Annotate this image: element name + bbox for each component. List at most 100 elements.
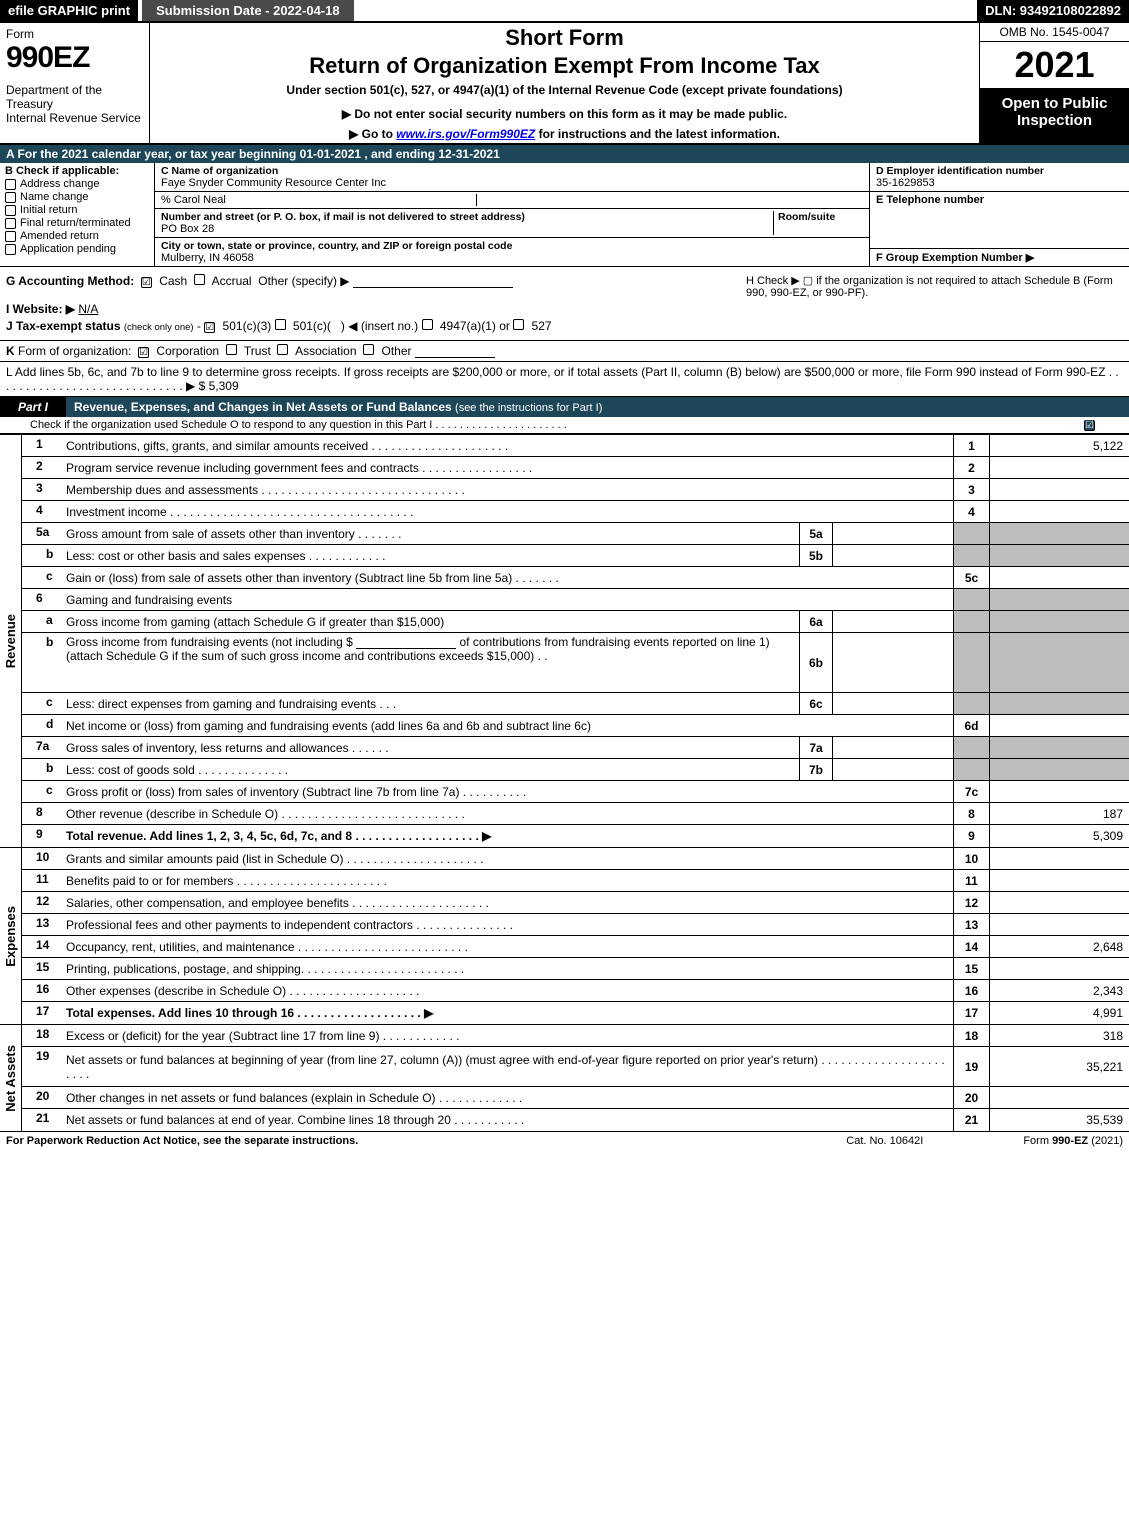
line-18: 18Excess or (deficit) for the year (Subt… <box>22 1025 1129 1047</box>
l-value: 5,309 <box>209 379 239 393</box>
part1-title: Revenue, Expenses, and Changes in Net As… <box>66 397 610 417</box>
checkbox-cash[interactable]: ☑ <box>141 277 152 288</box>
link-post: for instructions and the latest informat… <box>535 127 780 141</box>
section-c: C Name of organization Faye Snyder Commu… <box>155 163 869 266</box>
efile-label: efile GRAPHIC print <box>0 0 138 21</box>
part1-header: Part I Revenue, Expenses, and Changes in… <box>0 397 1129 417</box>
line-6: 6Gaming and fundraising events <box>22 589 1129 611</box>
check-initial-return[interactable]: Initial return <box>5 204 149 216</box>
checkbox-corporation[interactable]: ☑ <box>138 347 149 358</box>
checkbox-icon <box>5 218 16 229</box>
line-21: 21Net assets or fund balances at end of … <box>22 1109 1129 1131</box>
line-5c: cGain or (loss) from sale of assets othe… <box>22 567 1129 589</box>
expenses-section: Expenses 10Grants and similar amounts pa… <box>0 847 1129 1024</box>
c-name-label: C Name of organization <box>161 165 863 177</box>
section-e: E Telephone number <box>870 192 1129 249</box>
header-right: OMB No. 1545-0047 2021 Open to Public In… <box>979 23 1129 143</box>
link-pre: ▶ Go to <box>349 127 396 141</box>
line-6c: cLess: direct expenses from gaming and f… <box>22 693 1129 715</box>
check-amended-return[interactable]: Amended return <box>5 230 149 242</box>
checkbox-trust[interactable] <box>226 344 237 355</box>
line-14: 14Occupancy, rent, utilities, and mainte… <box>22 936 1129 958</box>
city-label: City or town, state or province, country… <box>161 240 863 252</box>
header-left: Form 990EZ Department of the Treasury In… <box>0 23 150 143</box>
omb-number: OMB No. 1545-0047 <box>980 23 1129 42</box>
city: Mulberry, IN 46058 <box>161 252 863 264</box>
section-j: J Tax-exempt status (check only one) - ☑… <box>6 319 552 333</box>
i-label: I Website: ▶ <box>6 302 75 316</box>
checkbox-4947[interactable] <box>422 319 433 330</box>
form-number: 990EZ <box>6 41 143 75</box>
line-19: 19Net assets or fund balances at beginni… <box>22 1047 1129 1087</box>
catalog-number: Cat. No. 10642I <box>846 1135 923 1147</box>
line-1: 1Contributions, gifts, grants, and simil… <box>22 435 1129 457</box>
other-org-blank[interactable] <box>415 345 495 358</box>
checkbox-icon <box>5 192 16 203</box>
fundraising-blank[interactable] <box>356 636 456 649</box>
check-final-return[interactable]: Final return/terminated <box>5 217 149 229</box>
section-l: L Add lines 5b, 6c, and 7b to line 9 to … <box>0 362 1129 397</box>
section-ghij: G Accounting Method: ☑ Cash Accrual Othe… <box>0 267 1129 341</box>
entity-grid: B Check if applicable: Address change Na… <box>0 163 1129 267</box>
checkbox-other[interactable] <box>363 344 374 355</box>
line-16: 16Other expenses (describe in Schedule O… <box>22 980 1129 1002</box>
section-b: B Check if applicable: Address change Na… <box>0 163 155 266</box>
other-blank[interactable] <box>353 275 513 288</box>
b-header: B Check if applicable: <box>5 165 149 177</box>
checkbox-schedule-o[interactable]: ☑ <box>1084 420 1095 431</box>
checkbox-501c[interactable] <box>275 319 286 330</box>
checkbox-527[interactable] <box>513 319 524 330</box>
section-k: K Form of organization: ☑ Corporation Tr… <box>0 341 1129 362</box>
check-name-change[interactable]: Name change <box>5 191 149 203</box>
website: N/A <box>78 302 98 316</box>
part1-tab: Part I <box>0 397 66 417</box>
f-label: F Group Exemption Number ▶ <box>876 252 1034 264</box>
check-application-pending[interactable]: Application pending <box>5 243 149 255</box>
care-of-row: % Carol Neal <box>155 192 869 209</box>
g-accrual: Accrual <box>212 274 252 288</box>
address: PO Box 28 <box>161 223 773 235</box>
top-bar: efile GRAPHIC print Submission Date - 20… <box>0 0 1129 23</box>
line-12: 12Salaries, other compensation, and empl… <box>22 892 1129 914</box>
line-8: 8Other revenue (describe in Schedule O) … <box>22 803 1129 825</box>
line-6a: aGross income from gaming (attach Schedu… <box>22 611 1129 633</box>
e-label: E Telephone number <box>876 194 1123 206</box>
g-cash: Cash <box>159 274 187 288</box>
checkbox-icon <box>5 205 16 216</box>
section-d: D Employer identification number 35-1629… <box>870 163 1129 192</box>
ein: 35-1629853 <box>876 177 1123 189</box>
line-7a: 7aGross sales of inventory, less returns… <box>22 737 1129 759</box>
expenses-side-label: Expenses <box>0 848 22 1024</box>
dln-number: DLN: 93492108022892 <box>977 0 1129 21</box>
line-7c: cGross profit or (loss) from sales of in… <box>22 781 1129 803</box>
revenue-section: Revenue 1Contributions, gifts, grants, a… <box>0 434 1129 847</box>
line-20: 20Other changes in net assets or fund ba… <box>22 1087 1129 1109</box>
section-f: F Group Exemption Number ▶ <box>870 249 1129 266</box>
irs-link[interactable]: www.irs.gov/Form990EZ <box>396 127 535 141</box>
checkbox-accrual[interactable] <box>194 274 205 285</box>
line-4: 4Investment income . . . . . . . . . . .… <box>22 501 1129 523</box>
department: Department of the Treasury Internal Reve… <box>6 83 143 125</box>
line-2: 2Program service revenue including gover… <box>22 457 1129 479</box>
checkbox-icon <box>5 179 16 190</box>
checkbox-501c3[interactable]: ☑ <box>204 322 215 333</box>
g-other: Other (specify) ▶ <box>258 274 349 288</box>
open-to-public: Open to Public Inspection <box>980 89 1129 143</box>
paperwork-notice: For Paperwork Reduction Act Notice, see … <box>6 1135 358 1147</box>
addr-label: Number and street (or P. O. box, if mail… <box>161 211 773 223</box>
instructions-link-line: ▶ Go to www.irs.gov/Form990EZ for instru… <box>156 127 973 141</box>
part1-schedule-o-check: Check if the organization used Schedule … <box>0 417 1129 434</box>
checkbox-association[interactable] <box>277 344 288 355</box>
ssn-warning: ▶ Do not enter social security numbers o… <box>156 107 973 121</box>
header-mid: Short Form Return of Organization Exempt… <box>150 23 979 143</box>
revenue-side-label: Revenue <box>0 435 22 847</box>
check-address-change[interactable]: Address change <box>5 178 149 190</box>
g-label: G Accounting Method: <box>6 274 134 288</box>
line-5b: bLess: cost or other basis and sales exp… <box>22 545 1129 567</box>
line-13: 13Professional fees and other payments t… <box>22 914 1129 936</box>
line-17: 17Total expenses. Add lines 10 through 1… <box>22 1002 1129 1024</box>
l-text: L Add lines 5b, 6c, and 7b to line 9 to … <box>6 365 1119 393</box>
form-word: Form <box>6 27 143 41</box>
org-name: Faye Snyder Community Resource Center In… <box>161 177 863 189</box>
checkbox-icon <box>5 231 16 242</box>
